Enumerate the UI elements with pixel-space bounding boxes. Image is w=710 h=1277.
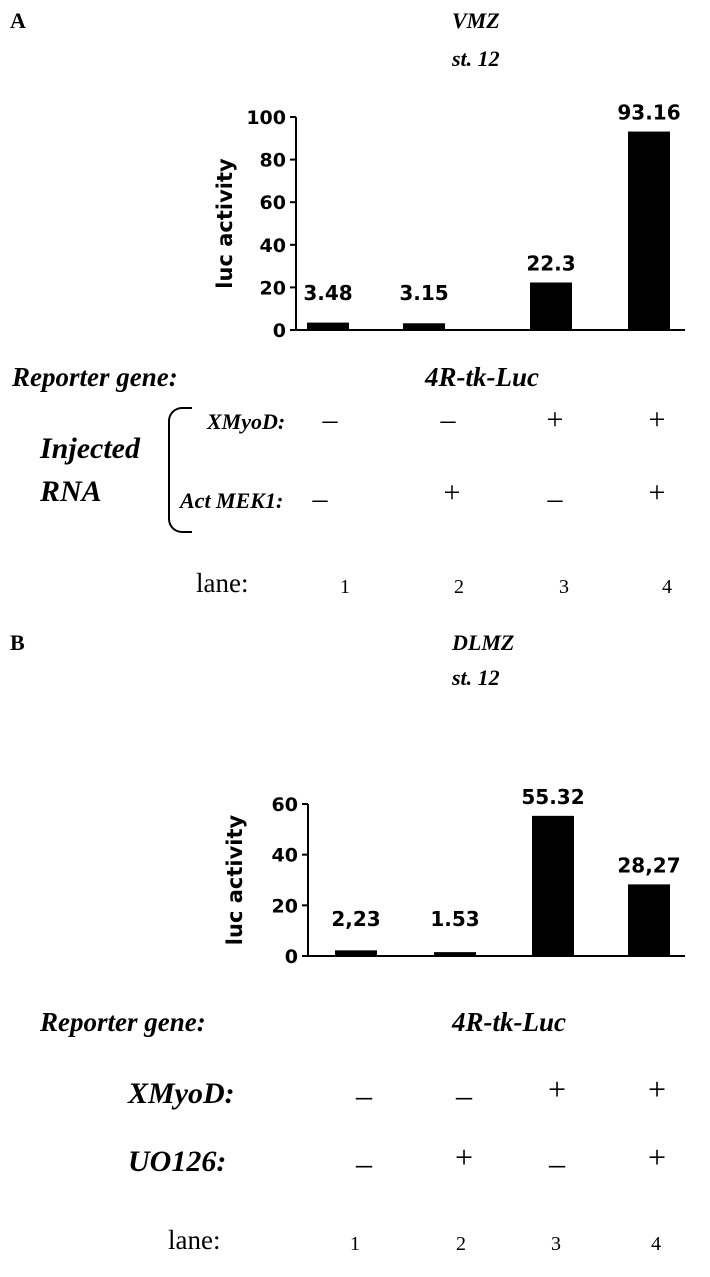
sign-row1-lane2: –	[440, 403, 456, 436]
y-axis-title: luc activity	[213, 158, 237, 289]
lane-number-4: 4	[651, 1233, 661, 1255]
data-label-lane-2: 3.15	[399, 281, 448, 305]
chart-title-line-1: VMZ	[452, 8, 500, 33]
bar-lane-4	[628, 131, 670, 330]
panel-b: B DLMZ st. 12 0 20 40 60 luc activity 2,23 1.5…	[0, 615, 710, 1277]
sign-row1-lane1: –	[322, 403, 338, 436]
bracket	[168, 407, 192, 533]
lane-number-3: 3	[559, 576, 569, 598]
lane-number-1: 1	[350, 1233, 360, 1255]
lane-number-2: 2	[456, 1233, 466, 1255]
data-label-lane-2: 1.53	[430, 907, 479, 931]
reporter-gene-label: Reporter gene:	[40, 1007, 206, 1037]
bar-chart-b: 0 20 40 60 luc activity 2,23 1.53 55.32 28,27	[223, 785, 685, 968]
sign-row2-lane4: +	[648, 476, 666, 509]
bar-lane-1	[307, 322, 349, 330]
sign-row2-lane2: +	[443, 476, 461, 509]
rna-label: RNA	[40, 475, 102, 508]
bar-lane-2	[403, 323, 445, 330]
lane-label: lane:	[168, 1225, 221, 1255]
sign-row2-lane4: +	[647, 1139, 667, 1175]
y-tick-label: 40	[260, 235, 286, 257]
y-tick-label: 0	[273, 320, 286, 342]
sign-row2-lane1: –	[312, 482, 328, 515]
chart-title-line-2: st. 12	[452, 665, 500, 690]
sign-row1-lane4: +	[647, 1071, 667, 1107]
data-label-lane-3: 55.32	[521, 785, 584, 809]
sign-row1-lane3: +	[547, 1071, 567, 1107]
sign-row2-lane3: –	[549, 1145, 565, 1181]
bar-lane-4	[628, 884, 670, 956]
data-label-lane-4: 93.16	[617, 101, 680, 125]
bar-lane-2	[434, 952, 476, 956]
lane-label: lane:	[196, 568, 249, 598]
y-tick-label: 20	[272, 895, 298, 917]
sign-row1-lane1: –	[356, 1077, 372, 1113]
row-label-uo126: UO126:	[128, 1145, 227, 1178]
data-label-lane-1: 2,23	[331, 907, 380, 931]
sign-row1-lane2: –	[456, 1077, 472, 1113]
injected-label: Injected	[40, 432, 140, 465]
lane-number-2: 2	[454, 576, 464, 598]
panel-a: A VMZ st. 12 0 20 40 60 80 100 luc activity 3.4…	[0, 0, 710, 615]
bar-lane-3	[530, 282, 572, 330]
y-tick-label: 80	[260, 150, 286, 172]
chart-title-line-1: DLMZ	[452, 630, 515, 655]
row-label-xmyod: XMyoD:	[128, 1077, 235, 1110]
y-tick-label: 60	[272, 794, 298, 816]
reporter-gene-value: 4R-tk-Luc	[425, 362, 539, 392]
chart-title-line-2: st. 12	[452, 46, 500, 71]
sign-row1-lane3: +	[546, 403, 564, 436]
reporter-gene-label: Reporter gene:	[12, 362, 178, 392]
row-label-xmyod: XMyoD:	[207, 409, 286, 434]
row-label-act-mek1: Act MEK1:	[180, 488, 284, 513]
y-axis-title: luc activity	[223, 815, 247, 946]
sign-row2-lane1: –	[356, 1145, 372, 1181]
lane-number-4: 4	[662, 576, 672, 598]
lane-number-1: 1	[340, 576, 350, 598]
data-label-lane-4: 28,27	[617, 853, 680, 877]
y-tick-label: 0	[285, 946, 298, 968]
y-tick-label: 100	[246, 107, 286, 129]
data-label-lane-1: 3.48	[303, 281, 352, 305]
sign-row2-lane2: +	[454, 1139, 474, 1175]
panel-letter: B	[10, 630, 25, 655]
y-tick-label: 20	[260, 277, 286, 299]
lane-number-3: 3	[551, 1233, 561, 1255]
sign-row2-lane3: –	[547, 482, 563, 515]
y-tick-label: 60	[260, 192, 286, 214]
sign-row1-lane4: +	[648, 403, 666, 436]
bar-chart-a: 0 20 40 60 80 100 luc activity 3.48 3.15 22.3 93.1…	[213, 101, 685, 342]
bar-lane-3	[532, 815, 574, 956]
y-tick-label: 40	[272, 845, 298, 867]
panel-letter: A	[10, 8, 26, 33]
data-label-lane-3: 22.3	[526, 252, 575, 276]
reporter-gene-value: 4R-tk-Luc	[452, 1007, 566, 1037]
bar-lane-1	[335, 950, 377, 956]
